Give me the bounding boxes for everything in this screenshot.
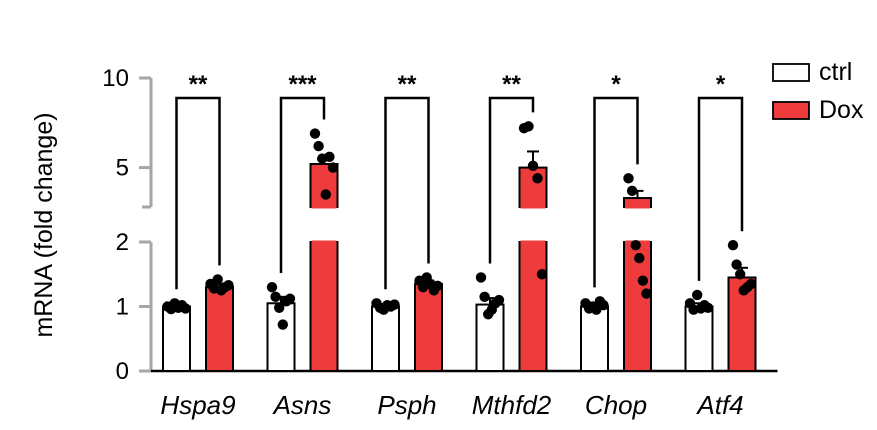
data-point <box>223 280 234 291</box>
data-point <box>309 128 321 139</box>
legend: ctrl Dox <box>772 58 864 124</box>
data-point <box>389 299 400 310</box>
bar-ctrl-chop <box>580 305 609 372</box>
bars <box>162 150 757 373</box>
data-point <box>735 269 746 280</box>
bar-dox-chop <box>623 241 652 372</box>
data-point <box>266 281 278 293</box>
significance-bracket <box>175 96 221 290</box>
significance-bracket <box>384 96 430 290</box>
bar-ctrl-asns <box>266 302 296 372</box>
data-point <box>274 302 285 313</box>
category-label-atf4: Atf4 <box>695 390 743 420</box>
data-point <box>320 189 331 200</box>
data-point <box>692 289 703 301</box>
data-point <box>523 121 534 132</box>
data-point <box>527 160 539 171</box>
data-points <box>162 121 757 330</box>
data-point <box>727 240 739 251</box>
legend-label-ctrl: ctrl <box>819 58 852 86</box>
data-point <box>702 302 714 313</box>
data-point <box>623 173 634 184</box>
data-point <box>493 294 505 306</box>
data-point <box>324 151 335 163</box>
y-tick-label: 5 <box>116 155 129 182</box>
data-point <box>634 252 645 264</box>
category-label-mthfd2: Mthfd2 <box>472 390 552 420</box>
y-tick-label: 2 <box>116 229 129 256</box>
legend-swatch-ctrl <box>772 63 810 82</box>
bar-ctrl-psph <box>371 305 400 372</box>
data-point <box>641 288 652 299</box>
data-point <box>432 280 443 292</box>
significance-label: * <box>716 71 726 98</box>
data-point <box>277 319 288 330</box>
data-point <box>626 185 638 197</box>
significance-label: ** <box>502 71 521 98</box>
bar-dox-mthfd2 <box>518 241 548 372</box>
bar-ctrl-atf4 <box>684 305 714 372</box>
significance-brackets: ** *** ** ** * * <box>175 71 744 290</box>
y-axis-label: mRNA (fold change) <box>30 112 58 337</box>
bar-dox-mthfd2-upper <box>518 166 548 208</box>
data-point <box>270 291 281 303</box>
bar-ctrl-hspa9 <box>162 305 191 372</box>
significance-label: *** <box>288 71 317 98</box>
y-axis: 0 1 2 5 10 <box>102 65 778 385</box>
data-point <box>327 162 339 173</box>
category-label-hspa9: Hspa9 <box>160 390 235 420</box>
data-point <box>532 173 543 184</box>
data-point <box>475 272 487 283</box>
significance-label: * <box>611 71 621 98</box>
significance-label: ** <box>189 71 208 98</box>
y-tick-label: 0 <box>116 358 129 385</box>
data-point <box>637 275 649 286</box>
data-point <box>284 293 296 304</box>
significance-bracket <box>697 96 744 281</box>
category-label-chop: Chop <box>585 390 647 420</box>
bar-dox-asns <box>309 241 339 372</box>
significance-bracket <box>488 96 535 264</box>
data-point <box>212 274 223 285</box>
data-point <box>745 278 757 290</box>
data-point <box>479 291 490 303</box>
legend-label-dox: Dox <box>819 96 864 124</box>
category-label-asns: Asns <box>272 390 332 420</box>
category-label-psph: Psph <box>377 390 436 420</box>
significance-label: ** <box>398 71 417 98</box>
y-tick-label: 10 <box>102 65 129 92</box>
bar-dox-hspa9 <box>205 286 234 372</box>
bar-dox-psph <box>414 282 443 372</box>
data-point <box>598 300 609 311</box>
data-point <box>536 269 548 280</box>
category-labels: Hspa9 Asns Psph Mthfd2 Chop Atf4 <box>160 390 743 420</box>
legend-swatch-dox <box>772 101 810 120</box>
significance-bracket <box>593 96 639 288</box>
data-point <box>313 140 324 152</box>
significance-bracket <box>279 96 326 274</box>
y-tick-label: 1 <box>116 294 129 321</box>
data-point <box>731 259 742 270</box>
data-point <box>630 240 641 251</box>
data-point <box>180 303 191 314</box>
